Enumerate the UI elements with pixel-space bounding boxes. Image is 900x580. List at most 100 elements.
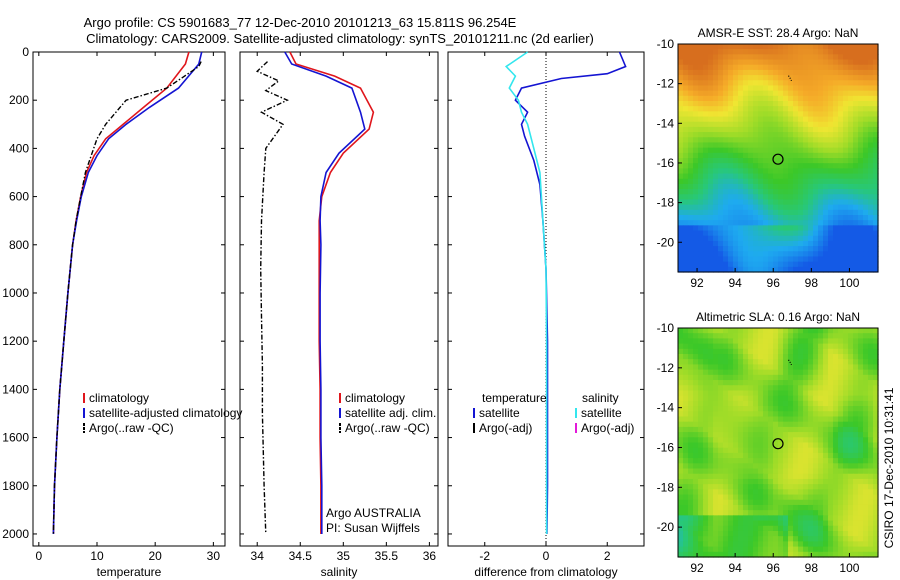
sla-heatmap-cell (688, 478, 694, 485)
sst-heatmap-cell (873, 183, 879, 190)
sst-heatmap-cell (713, 69, 719, 76)
sla-ytick-label: -16 (657, 440, 675, 454)
sst-heatmap-cell (728, 64, 734, 71)
sla-heatmap-cell (678, 380, 684, 386)
sla-heatmap-cell (818, 463, 824, 470)
difference-series-2-line (504, 51, 548, 534)
sst-heatmap-cell (783, 189, 789, 195)
sst-heatmap-cell (848, 220, 854, 226)
sla-heatmap-cell (678, 499, 684, 506)
sst-heatmap-cell (838, 178, 844, 185)
sla-heatmap-cell (768, 390, 774, 397)
sst-heatmap-cell (678, 75, 684, 81)
sst-heatmap-cell (678, 116, 684, 123)
sst-heatmap-cell (688, 235, 694, 242)
sla-heatmap-cell (683, 530, 689, 537)
sst-heatmap-cell (763, 59, 769, 66)
sla-heatmap-cell (708, 536, 714, 542)
sla-heatmap-cell (813, 510, 819, 516)
sst-heatmap-cell (748, 142, 754, 149)
sla-heatmap-cell (808, 484, 814, 490)
sla-heatmap-cell (678, 536, 684, 542)
sla-heatmap-cell (713, 328, 719, 334)
sla-heatmap-cell (818, 510, 824, 516)
sla-heatmap-cell (698, 520, 704, 527)
sst-heatmap-cell (838, 90, 844, 97)
sla-heatmap-cell (858, 354, 864, 360)
sla-heatmap-cell (798, 546, 804, 553)
sst-heatmap-cell (688, 111, 694, 118)
sla-heatmap-cell (753, 411, 759, 418)
sst-heatmap-cell (833, 209, 839, 216)
sst-heatmap-cell (858, 215, 864, 221)
sst-heatmap-cell (713, 209, 719, 216)
sst-heatmap-cell (748, 256, 754, 263)
sst-heatmap-cell (758, 256, 764, 263)
sst-heatmap-cell (823, 69, 829, 76)
sla-heatmap-cell (833, 504, 839, 511)
sla-heatmap-cell (773, 338, 779, 345)
sla-heatmap-cell (808, 348, 814, 355)
sla-heatmap-cell (798, 520, 804, 527)
sst-heatmap-cell (823, 147, 829, 154)
sst-heatmap-cell (723, 59, 729, 66)
sla-heatmap-cell (708, 437, 714, 444)
sst-heatmap-cell (713, 230, 719, 237)
sla-heatmap-cell (863, 447, 869, 454)
sla-heatmap-cell (683, 510, 689, 516)
sla-ytick-label: -14 (657, 401, 675, 415)
sla-heatmap-cell (808, 463, 814, 470)
sla-heatmap-cell (848, 369, 854, 376)
sst-heatmap-cell (768, 75, 774, 81)
sla-heatmap-cell (723, 530, 729, 537)
sla-heatmap-cell (853, 328, 859, 334)
sla-heatmap-cell (863, 546, 869, 553)
sst-heatmap-cell (808, 220, 814, 226)
sla-heatmap-cell (768, 458, 774, 464)
sst-heatmap-cell (873, 137, 879, 144)
sla-heatmap-cell (818, 473, 824, 480)
sst-heatmap-cell (833, 246, 839, 252)
sst-heatmap-cell (743, 183, 749, 190)
sla-heatmap-cell (798, 541, 804, 548)
sst-heatmap-cell (703, 225, 709, 232)
sst-heatmap-cell (773, 101, 779, 107)
sst-heatmap-cell (783, 158, 789, 164)
sst-heatmap-cell (858, 147, 864, 154)
sla-heatmap-cell (718, 499, 724, 506)
sst-heatmap-cell (863, 266, 869, 273)
sst-heatmap-cell (793, 116, 799, 123)
sla-heatmap-cell (833, 473, 839, 480)
sla-heatmap-cell (708, 510, 714, 516)
sst-heatmap-cell (693, 142, 699, 149)
sst-heatmap-cell (698, 152, 704, 159)
sla-heatmap-cell (778, 551, 784, 558)
sst-heatmap-cell (693, 168, 699, 175)
sla-heatmap-cell (838, 333, 844, 339)
sst-heatmap-cell (758, 215, 764, 221)
sla-heatmap-cell (763, 406, 769, 412)
sst-heatmap-cell (853, 101, 859, 107)
sla-heatmap-cell (813, 541, 819, 548)
sst-heatmap-cell (793, 80, 799, 87)
sst-heatmap-cell (863, 121, 869, 128)
sst-heatmap-cell (748, 85, 754, 92)
sla-heatmap-cell (728, 333, 734, 339)
sst-heatmap-cell (758, 168, 764, 175)
sst-heatmap-cell (698, 106, 704, 112)
sst-heatmap-cell (843, 75, 849, 81)
sst-heatmap-cell (683, 69, 689, 76)
sla-heatmap-cell (698, 395, 704, 402)
sst-heatmap-cell (823, 225, 829, 232)
sst-heatmap-cell (868, 225, 874, 232)
sst-heatmap-cell (693, 80, 699, 87)
sst-heatmap-cell (693, 173, 699, 180)
sst-heatmap-cell (868, 54, 874, 61)
sla-heatmap-cell (818, 354, 824, 360)
sla-heatmap-cell (828, 426, 834, 433)
sla-heatmap-cell (868, 447, 874, 454)
sst-heatmap-cell (823, 106, 829, 112)
sst-heatmap-cell (753, 59, 759, 66)
sla-heatmap-cell (713, 359, 719, 366)
